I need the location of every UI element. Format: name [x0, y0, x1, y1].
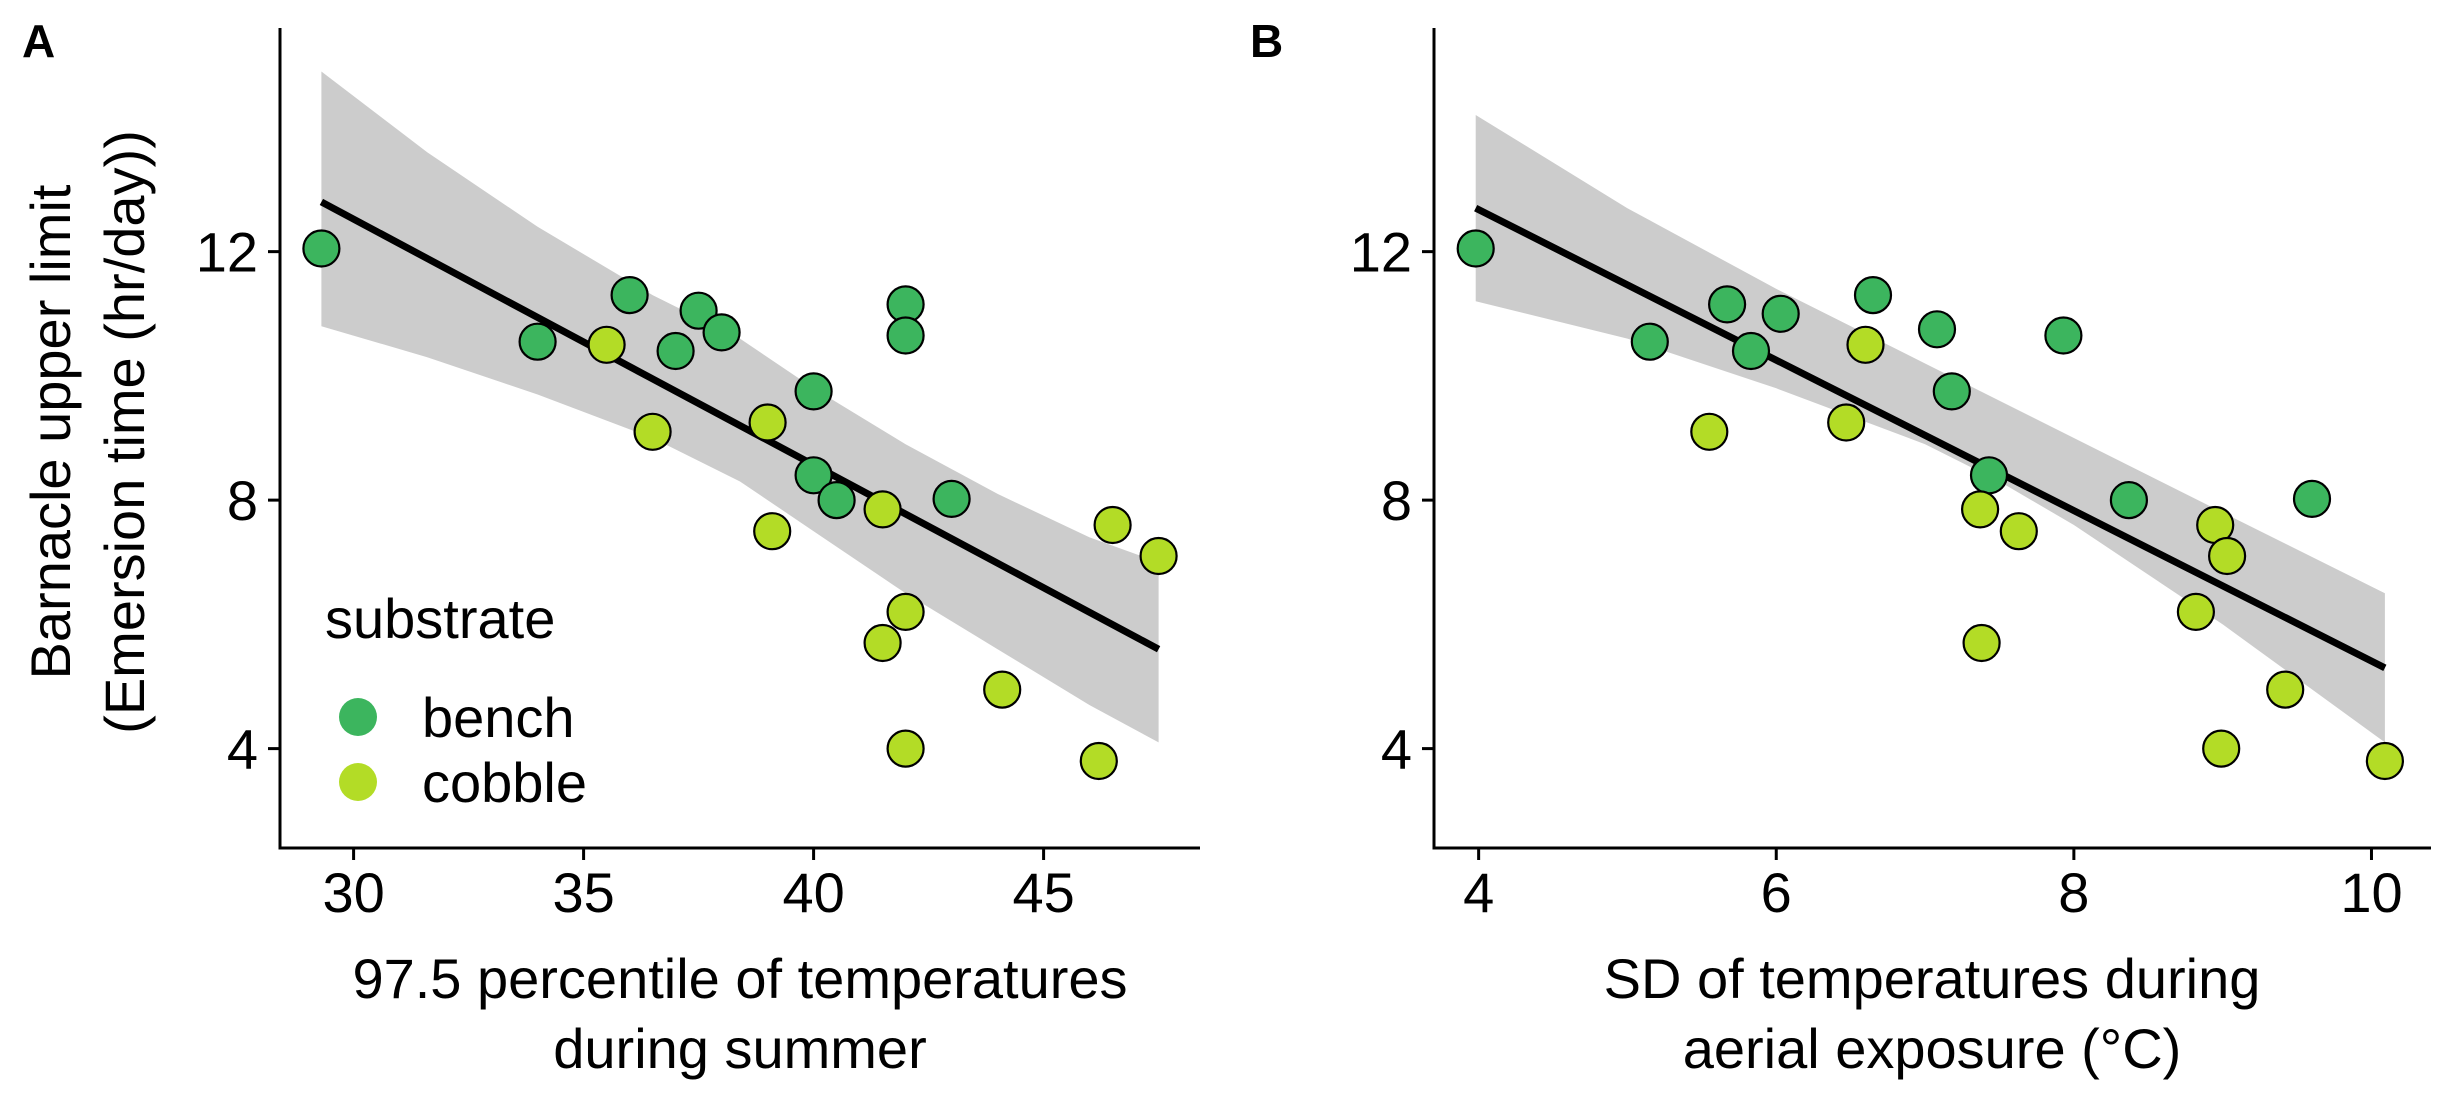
point-cobble [633, 412, 672, 451]
point-cobble [863, 490, 902, 529]
y-tick-label: 8 [1381, 469, 1412, 532]
point-bench [932, 479, 971, 518]
legend-label-cobble: cobble [422, 751, 587, 814]
point-cobble [886, 729, 925, 768]
point-cobble [753, 512, 792, 551]
point-bench [518, 322, 557, 361]
point-bench [1731, 331, 1771, 371]
regression-line [1474, 205, 2387, 671]
point-cobble [983, 670, 1022, 709]
point-cobble [1079, 741, 1118, 781]
point-bench [886, 316, 925, 355]
point-bench [1707, 285, 1747, 324]
y-tick-label: 8 [227, 469, 258, 532]
y-tick-label: 12 [1350, 221, 1412, 284]
y-tick-label: 4 [227, 718, 258, 781]
point-bench [1932, 372, 1971, 411]
x-tick-label: 4 [1463, 861, 1494, 924]
point-cobble [1962, 623, 2001, 663]
x-axis-title: 97.5 percentile of temperatures [352, 947, 1127, 1010]
point-cobble [1960, 490, 2000, 529]
legend-key-bench [339, 698, 377, 736]
point-cobble [886, 592, 925, 632]
legend: substrate bench cobble [325, 587, 587, 814]
point-cobble [2176, 592, 2215, 632]
x-tick-label: 35 [552, 861, 614, 924]
point-bench [2109, 481, 2148, 520]
legend-title: substrate [325, 587, 555, 650]
y-tick-label: 12 [196, 221, 258, 284]
point-cobble [863, 623, 902, 663]
point-cobble [1093, 505, 1132, 545]
y-axis-title: Barnacle upper limit [19, 184, 82, 679]
point-cobble [748, 403, 787, 442]
point-bench [817, 481, 856, 520]
point-bench [1456, 229, 1495, 268]
panel-b-label: B [1250, 15, 1283, 67]
panel-a-label: A [22, 15, 55, 67]
x-axis-title: SD of temperatures during [1604, 947, 2261, 1010]
point-cobble [1827, 403, 1866, 442]
point-bench [794, 456, 833, 495]
x-axis-title: aerial exposure (°C) [1683, 1017, 2182, 1080]
point-cobble [1999, 512, 2038, 551]
point-bench [1761, 294, 1800, 333]
x-tick-label: 40 [782, 861, 844, 924]
x-tick-label: 8 [2058, 861, 2089, 924]
point-cobble [2266, 670, 2305, 709]
confidence-band [1475, 115, 2385, 743]
y-tick-label: 4 [1381, 718, 1412, 781]
point-cobble [2202, 729, 2241, 768]
y-axis-title: (Emersion time (hr/day)) [93, 130, 156, 734]
point-cobble [2365, 741, 2404, 781]
point-cobble [2208, 536, 2247, 576]
point-cobble [1139, 536, 1178, 576]
point-cobble [1690, 412, 1729, 451]
x-tick-label: 30 [322, 861, 384, 924]
panel-b: 4 6 8 10 4 8 12 B SD of temperatures during aer… [1250, 15, 2431, 1080]
point-bench [1969, 456, 2009, 495]
regression-line [319, 198, 1161, 653]
x-tick-label: 45 [1012, 861, 1074, 924]
confidence-band [321, 71, 1159, 743]
point-bench [302, 229, 341, 268]
point-cobble [587, 325, 626, 364]
point-bench [794, 372, 833, 411]
point-bench [1630, 322, 1669, 361]
x-axis-title: during summer [553, 1017, 926, 1080]
x-tick-label: 6 [1761, 861, 1792, 924]
x-tick-label: 10 [2340, 861, 2402, 924]
point-bench [2044, 316, 2083, 355]
legend-key-cobble [339, 763, 377, 801]
point-bench [1917, 310, 1957, 349]
point-bench [610, 276, 649, 315]
point-bench [702, 313, 741, 352]
point-bench [656, 331, 695, 371]
point-cobble [1846, 325, 1885, 364]
panel-a: 30 35 40 45 4 8 12 A 97.5 percentile of temper… [19, 15, 1200, 1080]
point-bench [2292, 479, 2332, 518]
point-bench [1853, 276, 1893, 315]
legend-label-bench: bench [422, 686, 575, 749]
